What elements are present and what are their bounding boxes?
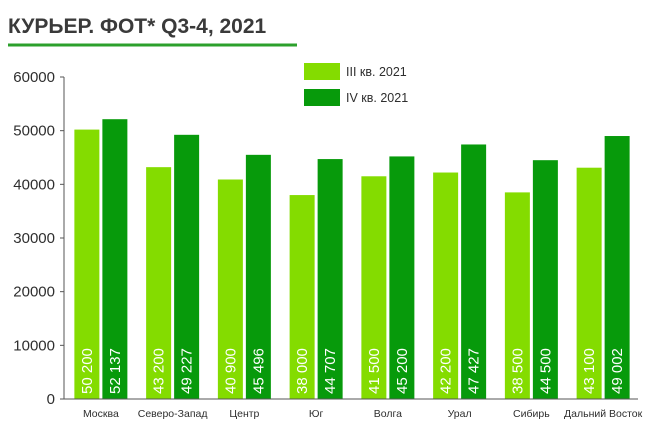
data-label: 38 000 [294, 348, 311, 394]
bar-q4 [461, 144, 487, 399]
bar-q4 [174, 134, 200, 399]
y-tick-label: 40000 [13, 176, 55, 193]
bar-q3 [146, 167, 172, 399]
chart-title: КУРЬЕР. ФОТ* Q3-4, 2021 [8, 15, 267, 38]
x-tick-label: Сибирь [513, 408, 550, 420]
bars-group: 50 200 52 137 43 200 49 227 40 900 45 496 38 0… [74, 119, 630, 400]
y-tick-label: 60000 [13, 69, 55, 86]
bar-q3 [576, 167, 602, 399]
bar-q3 [433, 172, 459, 399]
x-tick-label: Москва [83, 408, 119, 420]
data-label: 43 200 [151, 348, 168, 394]
bar-q3 [504, 192, 530, 399]
x-tick-label: Центр [229, 408, 259, 420]
data-label: 49 227 [179, 348, 196, 394]
bar-q3 [74, 129, 100, 400]
legend-swatch [304, 89, 340, 106]
x-tick-label: Урал [448, 408, 472, 420]
y-tick-label: 0 [47, 391, 55, 408]
data-label: 38 500 [509, 348, 526, 394]
y-tick-label: 20000 [13, 284, 55, 301]
bar-q4 [604, 136, 630, 400]
data-label: 50 200 [79, 348, 96, 394]
bar-q4 [102, 119, 128, 400]
bar-q3 [217, 179, 243, 399]
data-label: 40 900 [222, 348, 239, 394]
data-label: 41 500 [366, 348, 383, 394]
legend: III кв. 2021 IV кв. 2021 [304, 63, 408, 106]
bar-q4 [532, 160, 558, 399]
data-label: 47 427 [466, 348, 483, 394]
y-tick-label: 30000 [13, 230, 55, 247]
data-label: 45 200 [394, 348, 411, 394]
y-tick-label: 10000 [13, 337, 55, 354]
data-label: 42 200 [438, 348, 455, 394]
bar-q4 [245, 154, 271, 399]
bar-q4 [389, 156, 415, 399]
x-tick-label: Дальний Восток [564, 408, 643, 420]
x-axis: Москва Северо-Запад Центр Юг Волга Урал Сибирь… [64, 398, 643, 420]
data-label: 44 500 [537, 348, 554, 394]
x-tick-label: Волга [374, 408, 402, 420]
x-tick-label: Юг [309, 408, 324, 420]
data-label: 49 002 [609, 348, 626, 394]
bar-q3 [289, 195, 315, 399]
legend-swatch [304, 63, 340, 80]
bar-q4 [317, 159, 343, 399]
bar-q3 [361, 176, 387, 399]
data-label: 43 100 [581, 348, 598, 394]
y-axis: 0 10000 20000 30000 40000 50000 60000 [13, 69, 65, 408]
data-label: 52 137 [107, 348, 124, 394]
data-label: 44 707 [322, 348, 339, 394]
x-tick-label: Северо-Запад [138, 408, 208, 420]
legend-label: III кв. 2021 [346, 65, 407, 79]
data-label: 45 496 [250, 348, 267, 394]
legend-label: IV кв. 2021 [346, 91, 408, 105]
y-tick-label: 50000 [13, 123, 55, 140]
